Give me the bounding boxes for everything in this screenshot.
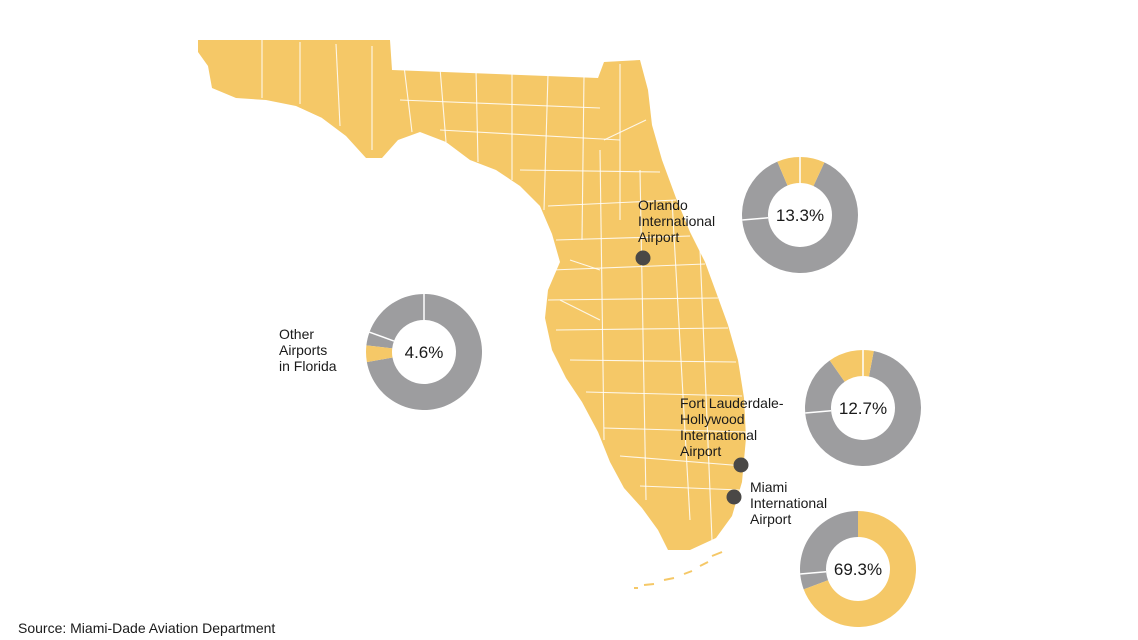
miami-label-line: Airport [750,511,792,527]
other-label-line: in Florida [279,358,337,374]
miami-segment-divider [800,571,827,575]
other-airports-label: Other Airports in Florida [279,326,337,374]
orlando-share-segment [777,156,825,186]
other-airports-share-donut: 4.6% [366,293,482,410]
miami-share-donut: 69.3% [799,511,917,627]
orlando-segment-divider [742,217,769,221]
fort-lauderdale-segment-divider [805,410,832,414]
orlando-share-donut: 13.3% [742,156,859,273]
fort-lauderdale-label-line: Fort Lauderdale- [680,395,784,411]
other-label-line: Other [279,326,315,342]
miami-rest-segment [799,511,858,590]
coast-notch [214,92,232,104]
fort-lauderdale-share-donut: 12.7% [805,349,922,466]
fort-lauderdale-label-line: International [680,427,758,443]
orlando-label-line: International [638,213,716,229]
florida-state-shape [198,40,746,550]
orlando-label-line: Orlando [638,197,688,213]
other-segment-divider [369,331,395,342]
miami-share-segment [803,511,917,627]
other-share-label: 4.6% [405,343,444,362]
fort-lauderdale-airport-marker [733,457,749,473]
miami-airport-label: Miami International Airport [750,479,827,527]
fort-lauderdale-label-line: Hollywood [680,411,745,427]
orlando-rest-segment [742,161,859,273]
other-share-segment [366,345,393,363]
orlando-label-line: Airport [638,229,680,245]
florida-keys [634,551,723,589]
fort-lauderdale-rest-segment [805,351,922,466]
other-label-line: Airports [279,342,328,358]
fort-lauderdale-label-line: Airport [680,443,722,459]
orlando-airport-marker [635,250,651,266]
miami-share-label: 69.3% [834,560,882,579]
other-rest-segment [366,293,482,410]
coast-notch [300,108,322,120]
fort-lauderdale-share-label: 12.7% [839,399,887,418]
miami-label-line: International [750,495,828,511]
county-boundaries [261,40,747,541]
miami-airport-marker [726,489,742,505]
orlando-airport-label: Orlando International Airport [638,197,715,245]
orlando-share-label: 13.3% [776,206,824,225]
source-note: Source: Miami-Dade Aviation Department [18,620,276,636]
miami-label-line: Miami [750,479,788,495]
fort-lauderdale-airport-label: Fort Lauderdale- Hollywood International… [680,395,784,459]
